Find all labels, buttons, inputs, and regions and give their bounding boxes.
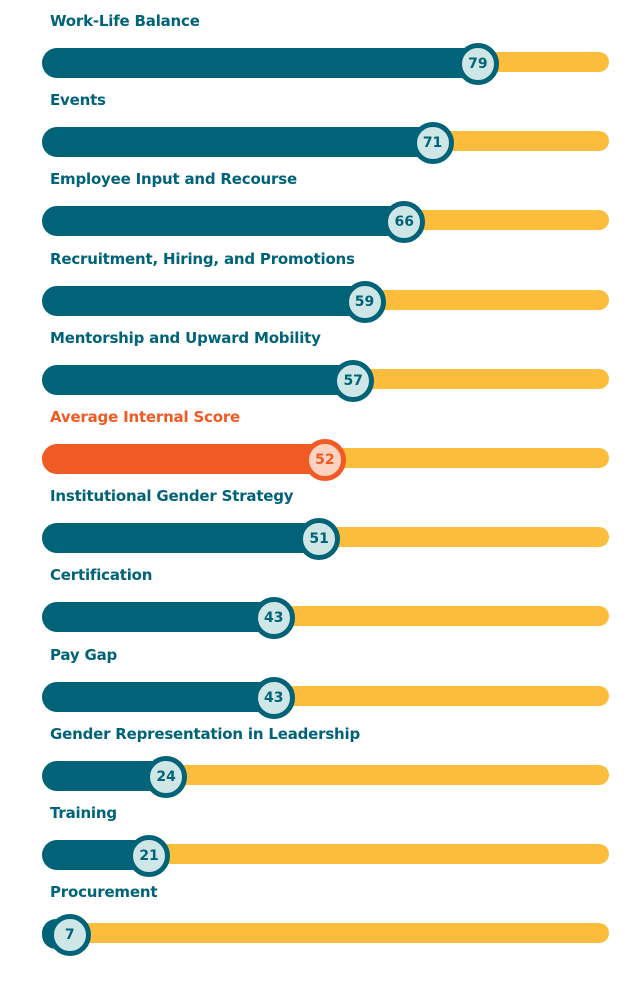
bar-row: Procurement 7 [0,880,644,959]
value-marker: 57 [332,359,375,402]
value-marker: 59 [343,280,386,323]
value-marker: 24 [145,755,188,798]
bar-track [42,844,609,864]
bar-fill [42,127,433,158]
category-label: Training [50,804,117,822]
bar-fill [42,285,365,316]
bar-row: Employee Input and Recourse 66 [0,167,644,246]
value-marker: 52 [303,439,346,481]
category-label: Work-Life Balance [50,12,200,30]
value-marker: 66 [383,201,426,244]
category-label: Employee Input and Recourse [50,170,297,189]
bar-track [42,923,609,944]
bar-row: Gender Representation in Leadership 24 [0,722,644,801]
category-label: Events [50,91,106,110]
bar-row: Average Internal Score 52 [0,405,644,484]
category-label: Certification [50,566,153,585]
value-marker: 43 [252,676,295,719]
category-label: Procurement [50,883,158,902]
bar-row: Events 71 [0,88,644,167]
bar-row: Training 21 [0,801,644,880]
category-label: Pay Gap [50,645,118,664]
bar-fill [42,523,320,554]
bar-row: Certification 43 [0,563,644,642]
value-marker: 79 [456,43,499,85]
value-marker: 21 [128,835,171,877]
bar-fill [42,48,478,78]
bar-row: Institutional Gender Strategy 51 [0,484,644,563]
category-label: Recruitment, Hiring, and Promotions [50,249,355,268]
bar-fill [42,206,405,237]
bar-fill [42,602,274,633]
category-label: Gender Representation in Leadership [50,724,361,743]
bar-fill [42,444,325,474]
bar-row: Work-Life Balance 79 [0,9,644,88]
bar-row: Mentorship and Upward Mobility 57 [0,326,644,405]
value-marker: 51 [298,518,341,561]
category-label: Institutional Gender Strategy [50,487,294,506]
bar-row: Recruitment, Hiring, and Promotions 59 [0,247,644,326]
value-marker: 71 [411,122,454,165]
category-label: Mentorship and Upward Mobility [50,328,321,347]
category-label: Average Internal Score [50,408,241,426]
bar-fill [42,364,354,395]
value-marker: 7 [48,914,91,957]
bar-fill [42,681,274,712]
value-marker: 43 [252,597,295,640]
bar-row: Pay Gap 43 [0,643,644,722]
